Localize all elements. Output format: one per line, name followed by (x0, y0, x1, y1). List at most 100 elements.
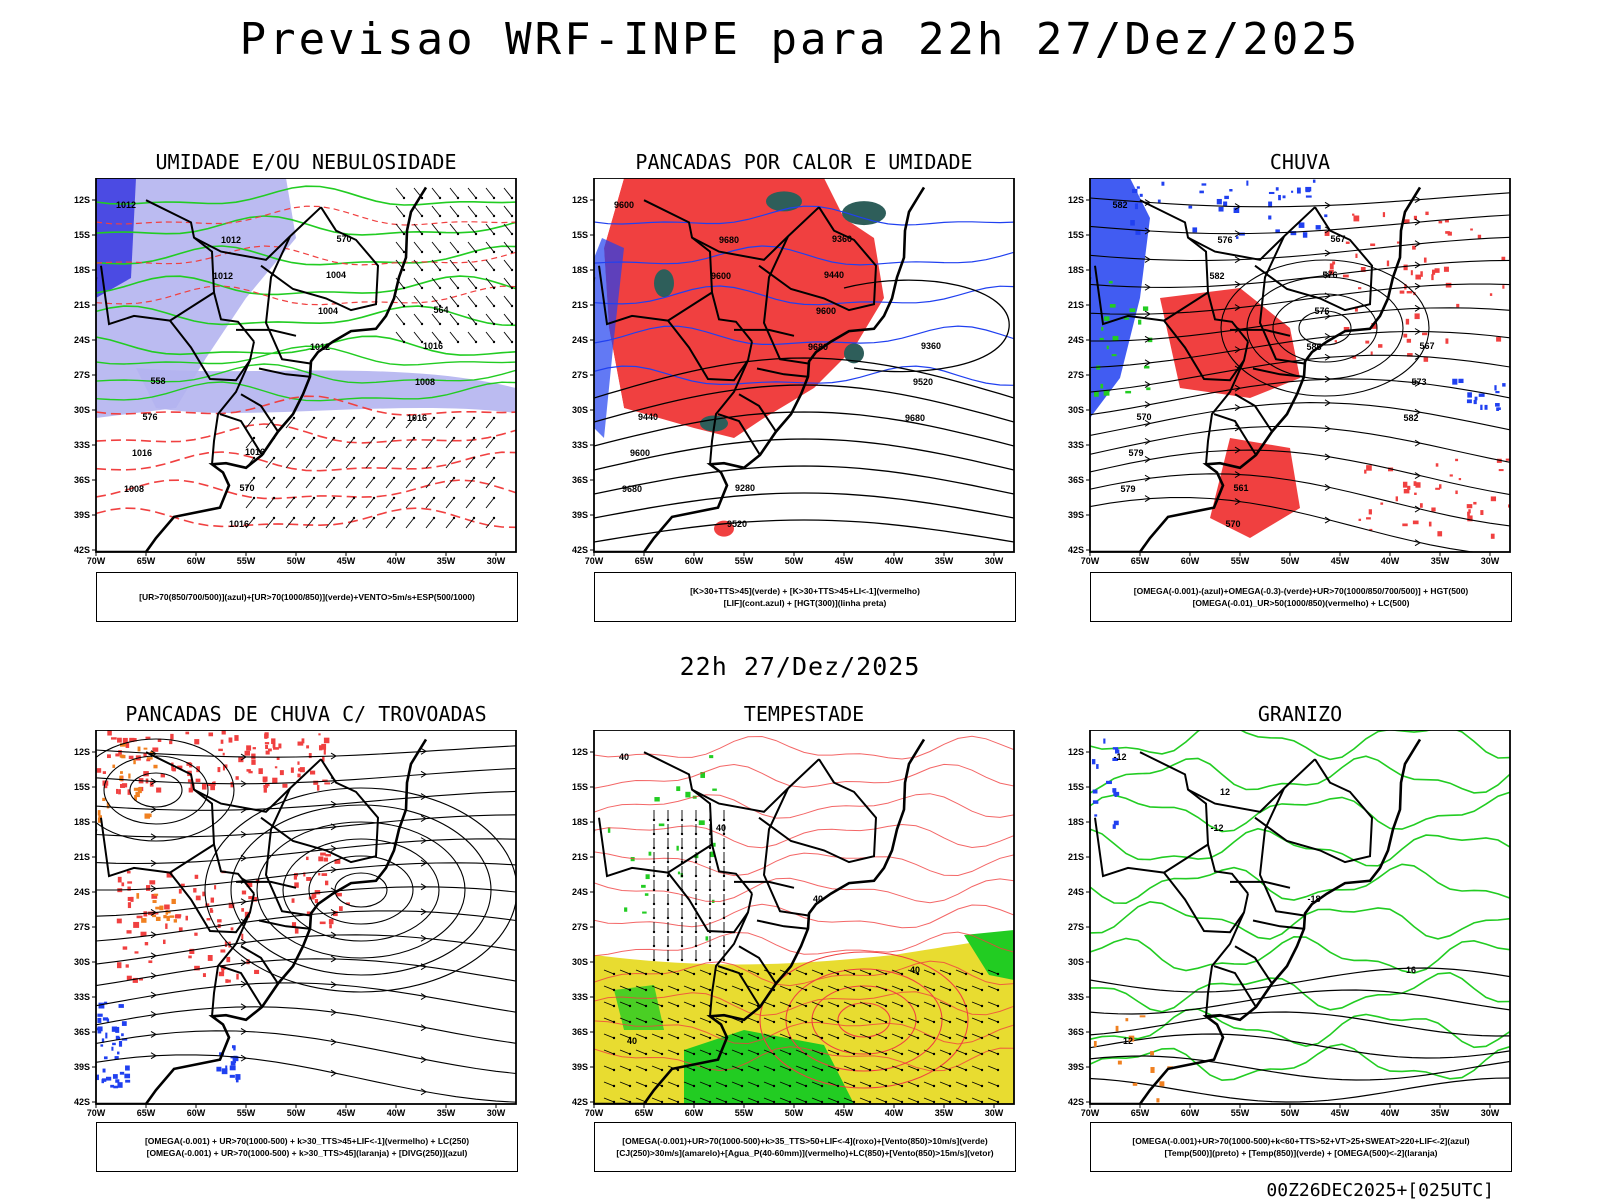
contour-label: 585 (1306, 342, 1321, 352)
state-border (1213, 965, 1257, 1008)
map-frame (1089, 178, 1511, 553)
state-border (717, 965, 761, 1008)
lon-tick-label: 70W (1081, 556, 1100, 566)
legend-line: [Temp(500)](preto) + [Temp(850)](verde) … (1164, 1148, 1438, 1158)
map-p2: 9600 9600 9680 9680 9680 9680 9600 9520 9600 9520… (572, 178, 1015, 566)
contour-label: 9280 (735, 483, 755, 493)
lon-tick-label: 45W (1331, 1108, 1350, 1118)
lat-tick-label: 30S (1068, 405, 1084, 415)
contour-label: 579 (1128, 448, 1143, 458)
lon-tick-label: 60W (1181, 1108, 1200, 1118)
lat-tick-label: 24S (1068, 887, 1084, 897)
state-border (758, 758, 878, 864)
contour-label: 9600 (711, 271, 731, 281)
contour-label: -18 (1307, 894, 1320, 904)
state-border (738, 393, 777, 433)
lon-tick-label: 70W (585, 556, 604, 566)
lon-tick-label: 50W (1281, 1108, 1300, 1118)
lat-tick-label: 27S (74, 922, 90, 932)
state-border (734, 880, 795, 889)
panel-title-p2: PANCADAS POR CALOR E UMIDADE (635, 150, 973, 174)
lon-tick-label: 35W (437, 556, 456, 566)
lon-tick-label: 40W (387, 556, 406, 566)
lat-tick-label: 42S (74, 545, 90, 555)
lat-tick-label: 18S (74, 265, 90, 275)
state-border (709, 341, 753, 465)
lon-tick-label: 65W (635, 556, 654, 566)
lat-tick-label: 30S (74, 405, 90, 415)
lon-tick-label: 35W (935, 556, 954, 566)
lon-tick-label: 55W (735, 556, 754, 566)
contour-label: 1012 (213, 271, 233, 281)
lon-tick-label: 30W (487, 556, 506, 566)
legend-line: [OMEGA(-0.001)+UR>70(1000-500)+k<60+TTS>… (1132, 1136, 1470, 1146)
contour-label: 576 (1322, 270, 1337, 280)
lon-tick-label: 45W (337, 556, 356, 566)
lon-tick-label: 60W (1181, 556, 1200, 566)
state-border (709, 893, 753, 1017)
map-frame (95, 730, 517, 1105)
lon-tick-label: 40W (885, 556, 904, 566)
lat-tick-label: 12S (1068, 195, 1084, 205)
legend-line: [OMEGA(-0.01)_UR>50(1000/850)(vermelho) … (1192, 598, 1410, 608)
map-frame (95, 178, 517, 553)
contour-label: 573 (1411, 377, 1426, 387)
lat-tick-label: 15S (74, 782, 90, 792)
contour-label: 9520 (727, 519, 747, 529)
lon-tick-label: 50W (287, 556, 306, 566)
lon-tick-label: 30W (985, 1108, 1004, 1118)
legend-line: [OMEGA(-0.001) + UR>70(1000-500) + k>30_… (144, 1136, 470, 1146)
state-border (1094, 817, 1165, 878)
lat-tick-label: 15S (572, 230, 588, 240)
state-border (762, 787, 811, 917)
state-border (264, 787, 313, 917)
lat-tick-label: 24S (572, 887, 588, 897)
contour-label: 9600 (614, 200, 634, 210)
lat-tick-label: 30S (1068, 957, 1084, 967)
state-border (738, 945, 777, 985)
lat-tick-label: 15S (1068, 782, 1084, 792)
legend-p3: [OMEGA(-0.001)-(azul)+OMEGA(-0.3)-(verde… (1090, 572, 1512, 622)
lon-tick-label: 55W (1231, 1108, 1250, 1118)
map-p1: 1012 1012 1012 1016 1008 1012 1004 1008 1016 1016… (74, 178, 517, 566)
state-border (756, 367, 809, 378)
legend-line: [CJ(250)>30m/s](amarelo)+[Agua_P(40-60mm… (616, 1148, 994, 1158)
state-border (1230, 880, 1291, 889)
contour-label: 9680 (622, 484, 642, 494)
lat-tick-label: 30S (572, 405, 588, 415)
map-frame (593, 178, 1015, 553)
contour-label: 1016 (407, 413, 427, 423)
lon-tick-label: 45W (835, 1108, 854, 1118)
state-border (240, 393, 279, 433)
lat-tick-label: 12S (572, 747, 588, 757)
lon-tick-label: 40W (387, 1108, 406, 1118)
state-border (236, 328, 297, 337)
contour-label: 582 (1112, 200, 1127, 210)
contour-label: 564 (433, 305, 448, 315)
contour-label: 1008 (124, 484, 144, 494)
state-border (1205, 893, 1249, 1017)
state-border (211, 893, 255, 1017)
contour-label: 576 (142, 412, 157, 422)
lat-tick-label: 39S (1068, 510, 1084, 520)
lon-tick-label: 30W (487, 1108, 506, 1118)
run-footer: 00Z26DEC2025+[025UTC] (1266, 1180, 1494, 1201)
lat-tick-label: 12S (74, 747, 90, 757)
contour-label: 582 (1403, 413, 1418, 423)
legend-line: [OMEGA(-0.001)-(azul)+OMEGA(-0.3)-(verde… (1133, 586, 1469, 596)
lat-tick-label: 24S (572, 335, 588, 345)
contour-label: 40 (813, 894, 823, 904)
map-frame (593, 730, 1015, 1105)
contour-label: 570 (1136, 412, 1151, 422)
state-border (1205, 341, 1249, 465)
lat-tick-label: 33S (572, 992, 588, 1002)
lat-tick-label: 42S (572, 545, 588, 555)
state-border (1094, 265, 1165, 326)
lat-tick-label: 27S (572, 370, 588, 380)
lon-tick-label: 55W (237, 1108, 256, 1118)
contour-label: 9680 (905, 413, 925, 423)
contour-label: 40 (910, 965, 920, 975)
contour-label: 40 (619, 752, 629, 762)
lat-tick-label: 18S (572, 265, 588, 275)
state-border (734, 328, 795, 337)
